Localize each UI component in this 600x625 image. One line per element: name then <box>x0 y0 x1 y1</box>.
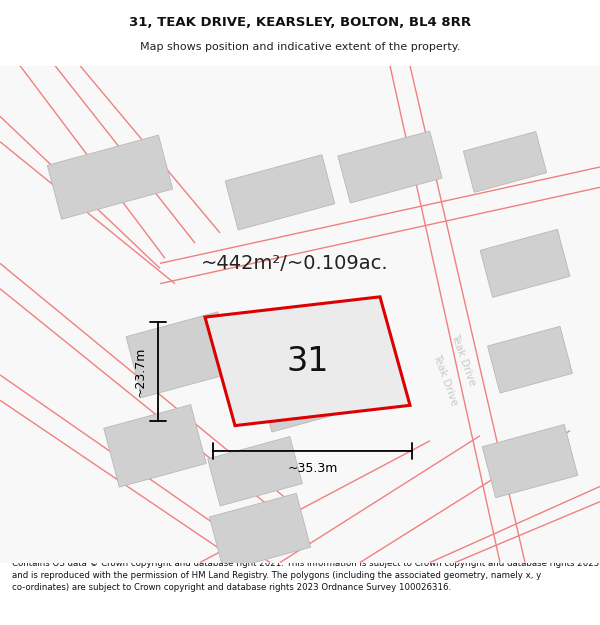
Polygon shape <box>104 405 206 487</box>
Polygon shape <box>208 437 302 506</box>
Polygon shape <box>47 135 173 219</box>
Polygon shape <box>482 424 578 498</box>
Polygon shape <box>256 348 364 432</box>
Polygon shape <box>225 155 335 230</box>
Polygon shape <box>205 297 410 426</box>
Polygon shape <box>338 131 442 203</box>
Polygon shape <box>488 326 572 393</box>
Text: ~35.3m: ~35.3m <box>287 462 338 475</box>
Text: 31, TEAK DRIVE, KEARSLEY, BOLTON, BL4 8RR: 31, TEAK DRIVE, KEARSLEY, BOLTON, BL4 8R… <box>129 16 471 29</box>
Polygon shape <box>463 131 547 192</box>
Text: ~23.7m: ~23.7m <box>133 346 146 396</box>
Polygon shape <box>126 312 234 398</box>
Text: Teak Drive: Teak Drive <box>449 332 477 387</box>
Polygon shape <box>480 229 570 298</box>
Text: Teak Drive: Teak Drive <box>431 352 459 408</box>
Text: Map shows position and indicative extent of the property.: Map shows position and indicative extent… <box>140 42 460 52</box>
Text: Contains OS data © Crown copyright and database right 2021. This information is : Contains OS data © Crown copyright and d… <box>12 559 599 592</box>
Polygon shape <box>209 493 311 571</box>
Text: 31: 31 <box>286 345 329 378</box>
Text: ~442m²/~0.109ac.: ~442m²/~0.109ac. <box>201 254 389 273</box>
